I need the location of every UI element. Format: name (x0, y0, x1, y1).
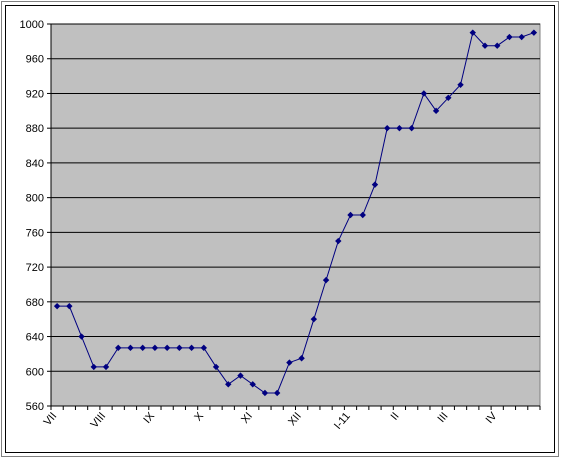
y-tick-label: 920 (26, 88, 44, 100)
y-tick-label: 880 (26, 123, 44, 135)
marker (396, 124, 403, 132)
marker (310, 315, 318, 323)
marker (200, 344, 208, 352)
marker (249, 381, 256, 388)
y-tick-label: 560 (26, 401, 44, 413)
marker (445, 94, 452, 101)
y-tick-label: 1000 (20, 19, 44, 31)
y-tick-label: 680 (26, 297, 44, 309)
marker (273, 389, 281, 397)
marker (481, 42, 489, 49)
marker (115, 344, 122, 352)
marker (408, 124, 415, 132)
marker (432, 107, 440, 115)
marker (188, 344, 195, 352)
y-tick-label: 800 (26, 193, 44, 205)
marker (469, 29, 476, 36)
y-tick-label: 640 (26, 332, 44, 344)
marker (127, 344, 134, 352)
marker (420, 90, 428, 97)
marker (371, 181, 379, 188)
plot-area (50, 23, 541, 407)
marker (286, 359, 293, 366)
marker (237, 372, 244, 379)
y-tick-label: 600 (26, 366, 44, 378)
marker (359, 211, 366, 219)
marker (383, 124, 391, 132)
marker (90, 363, 97, 371)
y-tick-label: 960 (26, 54, 44, 66)
marker (506, 33, 513, 41)
marker (530, 29, 538, 36)
marker (66, 302, 73, 310)
marker (176, 344, 183, 352)
marker (78, 333, 85, 340)
marker (225, 381, 232, 388)
marker (163, 344, 171, 352)
series-line (57, 31, 535, 394)
marker (102, 363, 110, 371)
marker (53, 302, 61, 310)
marker (518, 33, 525, 41)
y-tick-label: 720 (26, 262, 44, 274)
marker (151, 344, 159, 352)
marker (139, 344, 146, 352)
marker (335, 237, 342, 245)
marker (261, 389, 269, 397)
marker (347, 211, 354, 219)
marker (322, 276, 330, 284)
marker (457, 81, 464, 88)
marker (494, 42, 501, 49)
y-tick-label: 760 (26, 227, 44, 239)
y-tick-label: 840 (26, 158, 44, 170)
marker (298, 355, 305, 362)
marker (212, 363, 220, 371)
